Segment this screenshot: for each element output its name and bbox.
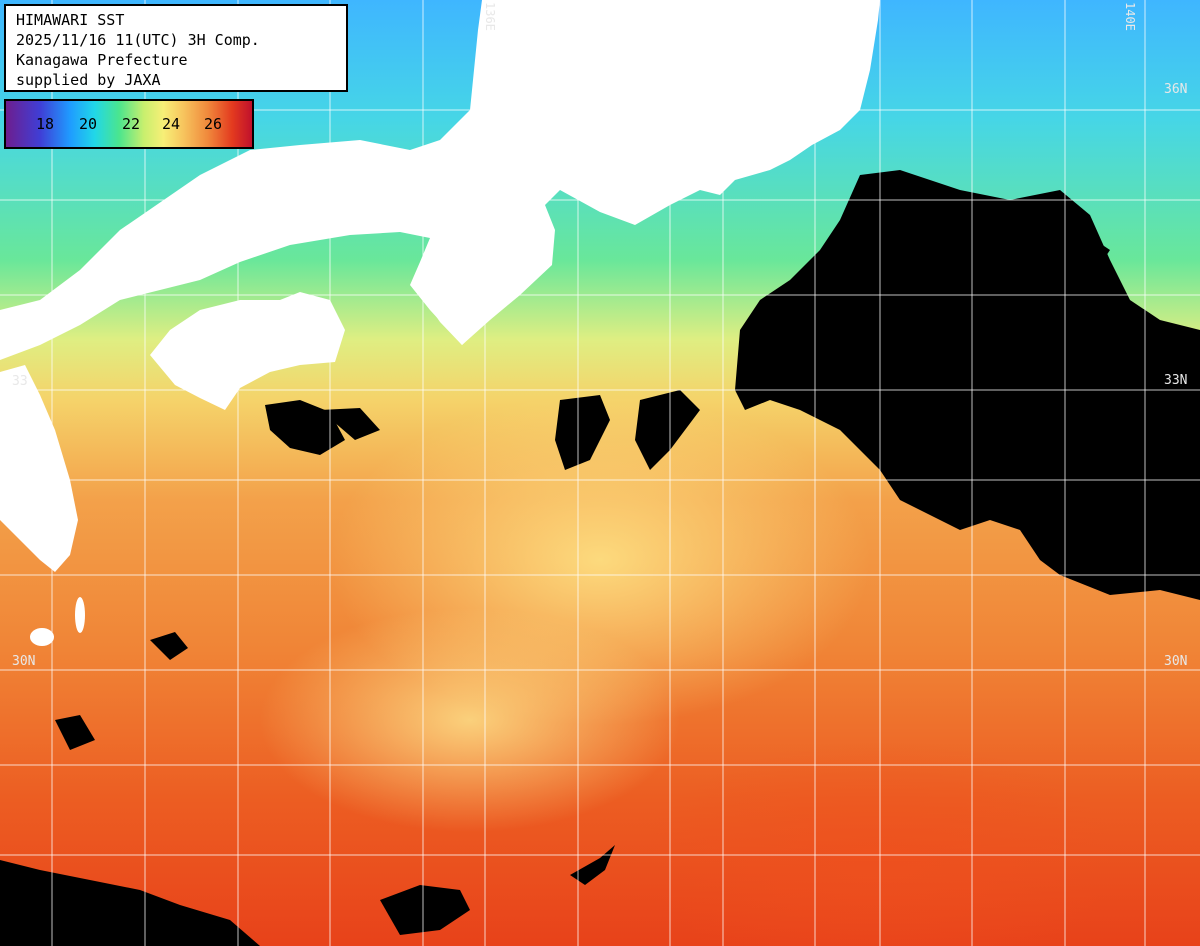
cloud-mask (570, 845, 615, 885)
legend-tick: 24 (162, 115, 181, 133)
lat-label-36n: 36N (1164, 82, 1188, 97)
legend-tick: 26 (204, 115, 223, 133)
cloud-mask (320, 408, 380, 440)
color-scale-legend: 18 20 22 24 26 (4, 99, 254, 149)
cloud-mask (1040, 230, 1110, 280)
cloud-mask (265, 400, 345, 455)
kyushu-land (0, 365, 78, 572)
legend-tick: 20 (79, 115, 98, 133)
lon-label-136e: 136E (483, 2, 497, 31)
region-label: Kanagawa Prefecture (16, 51, 188, 69)
cloud-mask (55, 715, 95, 750)
land-layer (0, 0, 880, 646)
timestamp: 2025/11/16 11(UTC) 3H Comp. (16, 31, 260, 49)
cloud-mask (555, 395, 610, 470)
credit-label: supplied by JAXA (16, 71, 161, 89)
no-data-layer (0, 170, 1200, 946)
island-land (75, 597, 85, 633)
cloud-mask (735, 170, 1200, 600)
legend-tick: 22 (122, 115, 141, 133)
cloud-mask (380, 885, 470, 935)
lat-label-33n: 33N (1164, 373, 1188, 388)
map-title: HIMAWARI SST (16, 11, 125, 29)
lat-label-33: 33 (12, 374, 28, 389)
info-box: HIMAWARI SST 2025/11/16 11(UTC) 3H Comp.… (4, 4, 348, 92)
kii-peninsula-land (420, 255, 520, 345)
island-land (30, 628, 54, 646)
cloud-mask (635, 390, 700, 470)
legend-tick: 18 (36, 115, 55, 133)
lon-label-140e: 140E (1123, 2, 1137, 31)
honshu-land (0, 0, 880, 360)
lat-label-30n-left: 30N (12, 654, 36, 669)
shikoku-land (150, 292, 345, 410)
cloud-mask (0, 860, 260, 946)
cloud-mask (150, 632, 188, 660)
lat-label-30n-right: 30N (1164, 654, 1188, 669)
